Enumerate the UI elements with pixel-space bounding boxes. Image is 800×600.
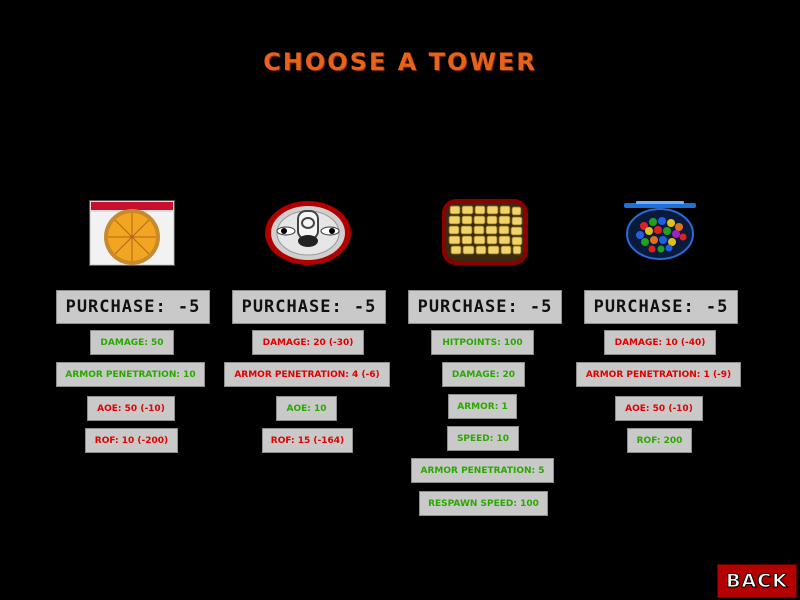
stat-damage: DAMAGE: 50 [90,330,174,355]
candy-bowl-icon[interactable] [622,200,698,262]
page-title: CHOOSE A TOWER [263,48,537,76]
stat-armor-penetration: ARMOR PENETRATION: 4 (-6) [224,362,390,387]
stat-rof: ROF: 200 [627,428,692,453]
stat-damage: DAMAGE: 10 (-40) [604,330,716,355]
stat-damage: DAMAGE: 20 [442,362,525,387]
stat-rof: ROF: 10 (-200) [85,428,178,453]
stat-rof: ROF: 15 (-164) [262,428,353,453]
stat-respawn-speed: RESPAWN SPEED: 100 [419,491,548,516]
stat-aoe: AOE: 50 (-10) [87,396,175,421]
stat-armor-penetration: ARMOR PENETRATION: 1 (-9) [576,362,741,387]
trash-can-face-icon[interactable] [264,199,352,267]
stat-armor: ARMOR: 1 [448,394,517,419]
corn-tile-icon[interactable] [441,198,529,266]
stat-aoe: AOE: 10 [276,396,337,421]
stat-speed: SPEED: 10 [447,426,519,451]
stat-armor-penetration: ARMOR PENETRATION: 10 [56,362,205,387]
pizza-icon[interactable] [89,200,175,266]
stat-damage: DAMAGE: 20 (-30) [252,330,364,355]
purchase-button-corn[interactable]: PURCHASE: -5 [408,290,562,324]
stat-aoe: AOE: 50 (-10) [615,396,703,421]
purchase-button-pizza[interactable]: PURCHASE: -5 [56,290,210,324]
stat-armor-penetration: ARMOR PENETRATION: 5 [411,458,554,483]
back-button[interactable]: BACK [717,564,797,598]
stat-hitpoints: HITPOINTS: 100 [431,330,534,355]
purchase-button-candy[interactable]: PURCHASE: -5 [584,290,738,324]
purchase-button-trash-can[interactable]: PURCHASE: -5 [232,290,386,324]
